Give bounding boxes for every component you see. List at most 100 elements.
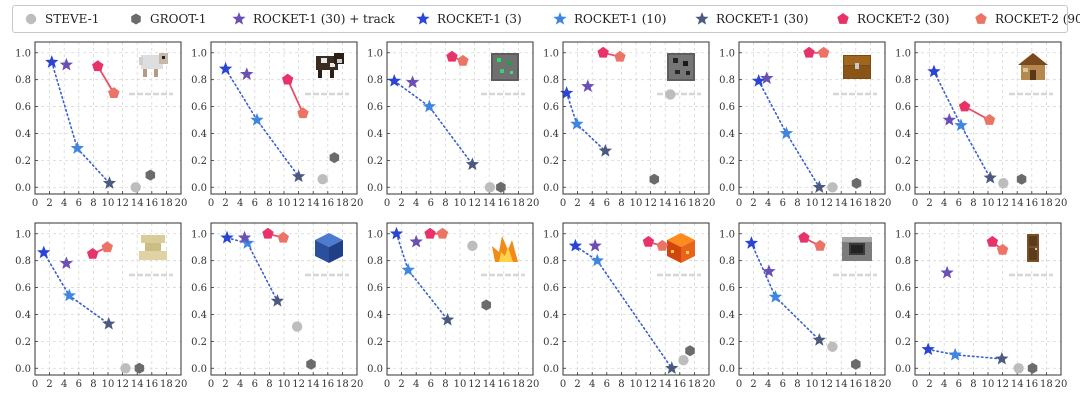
point-r2_90 <box>656 239 668 251</box>
x-tick-label: 14 <box>1011 198 1024 209</box>
cow-icon <box>316 53 344 78</box>
x-tick-label: 6 <box>780 198 786 209</box>
subplot-fire: 0 2 4 6 8 10 12 14 16 18 20 0.0 0.2 0.4 0.6 0.8 1.0 <box>367 222 539 390</box>
y-tick-label: 0.4 <box>719 129 735 140</box>
point-r1_10 <box>62 288 76 302</box>
x-tick-label: 20 <box>1055 379 1068 390</box>
x-tick-label: 4 <box>413 198 419 209</box>
x-tick-label: 12 <box>468 198 481 209</box>
x-tick-label: 4 <box>589 379 595 390</box>
x-tick-label: 8 <box>618 198 624 209</box>
x-tick-label: 4 <box>941 198 947 209</box>
point-groot1 <box>1016 173 1027 185</box>
point-r2_30 <box>446 50 458 62</box>
y-tick-label: 0.4 <box>191 310 207 321</box>
legend-marker <box>837 13 849 24</box>
x-tick-label: 6 <box>428 198 434 209</box>
y-tick-label: 0.2 <box>191 337 207 348</box>
point-r1_3 <box>45 55 59 68</box>
point-rt_track <box>59 57 74 71</box>
point-r2_30 <box>597 46 609 58</box>
x-tick-label: 18 <box>512 198 525 209</box>
x-tick-label: 18 <box>864 198 877 209</box>
legend-item-r1_30: ROCKET-1 (30) <box>694 6 808 32</box>
y-tick-label: 0.8 <box>191 75 207 86</box>
point-r1_3 <box>568 238 583 252</box>
x-tick-label: 2 <box>222 379 228 390</box>
x-tick-label: 8 <box>970 198 976 209</box>
x-tick-label: 2 <box>46 198 52 209</box>
point-r2_30 <box>642 235 655 247</box>
point-groot1 <box>481 299 492 311</box>
legend-marker <box>695 12 709 25</box>
point-r2_30 <box>803 46 815 58</box>
point-steve1 <box>1013 363 1024 374</box>
x-tick-label: 12 <box>820 379 833 390</box>
legend-item-r2_30: ROCKET-2 (30) <box>835 6 949 32</box>
x-tick-label: 8 <box>618 379 624 390</box>
point-rt_track <box>237 230 252 244</box>
x-tick-label: 16 <box>673 379 686 390</box>
x-tick-label: 0 <box>384 379 390 390</box>
chest-icon <box>843 55 871 79</box>
point-r1_30 <box>812 180 826 193</box>
x-tick-label: 14 <box>307 198 320 209</box>
x-tick-label: 10 <box>454 198 467 209</box>
legend-label: ROCKET-2 (90) <box>995 12 1080 26</box>
y-tick-label: 0.8 <box>367 256 383 267</box>
x-tick-label: 8 <box>794 198 800 209</box>
x-tick-label: 14 <box>483 379 496 390</box>
x-tick-label: 8 <box>266 379 272 390</box>
point-rt_track <box>240 67 254 80</box>
y-tick-label: 0.0 <box>367 183 383 194</box>
plot-frame <box>386 222 534 376</box>
point-groot1 <box>649 173 660 185</box>
y-tick-label: 0.4 <box>895 129 911 140</box>
y-tick-label: 0.6 <box>15 102 31 113</box>
x-tick-label: 4 <box>61 198 67 209</box>
x-tick-label: 14 <box>1011 379 1024 390</box>
point-steve1 <box>120 363 131 374</box>
door-icon <box>1027 234 1039 262</box>
legend-label: ROCKET-1 (30) <box>716 12 809 26</box>
legend-marker-r1_30 <box>695 12 709 25</box>
x-tick-label: 20 <box>351 379 364 390</box>
x-tick-label: 0 <box>912 379 918 390</box>
point-groot1 <box>685 345 695 357</box>
y-tick-label: 0.6 <box>191 102 207 113</box>
x-tick-label: 6 <box>428 379 434 390</box>
point-r1_3 <box>389 226 404 240</box>
point-r1_30 <box>102 176 117 189</box>
point-r1_10 <box>954 118 968 132</box>
plot-background <box>915 223 1061 375</box>
y-tick-label: 0.2 <box>15 156 31 167</box>
x-tick-label: 6 <box>956 379 962 390</box>
plot-frame <box>738 222 886 376</box>
x-tick-label: 0 <box>208 198 214 209</box>
x-tick-label: 8 <box>90 379 96 390</box>
y-tick-label: 0.8 <box>367 75 383 86</box>
x-tick-label: 18 <box>1040 198 1053 209</box>
x-tick-label: 20 <box>527 198 540 209</box>
y-tick-label: 0.2 <box>367 337 383 348</box>
point-groot1 <box>134 362 145 374</box>
x-tick-label: 12 <box>292 379 305 390</box>
legend-label: STEVE-1 <box>45 12 100 26</box>
y-tick-label: 1.0 <box>895 229 911 240</box>
x-tick-label: 14 <box>835 379 848 390</box>
x-tick-label: 20 <box>1055 198 1068 209</box>
x-tick-label: 16 <box>497 198 510 209</box>
x-tick-label: 4 <box>61 379 67 390</box>
legend-marker-steve1 <box>25 13 37 25</box>
legend-item-groot1: GROOT-1 <box>128 6 206 32</box>
point-groot1 <box>851 177 862 189</box>
point-groot1 <box>496 181 506 193</box>
point-r1_10 <box>768 289 783 303</box>
point-r2_30 <box>92 60 104 72</box>
y-tick-label: 0.2 <box>719 156 735 167</box>
x-tick-label: 12 <box>996 379 1009 390</box>
y-tick-label: 0.6 <box>543 102 559 113</box>
y-tick-label: 0.4 <box>191 129 207 140</box>
sheep-icon <box>139 53 168 77</box>
point-r2_30 <box>798 231 810 243</box>
